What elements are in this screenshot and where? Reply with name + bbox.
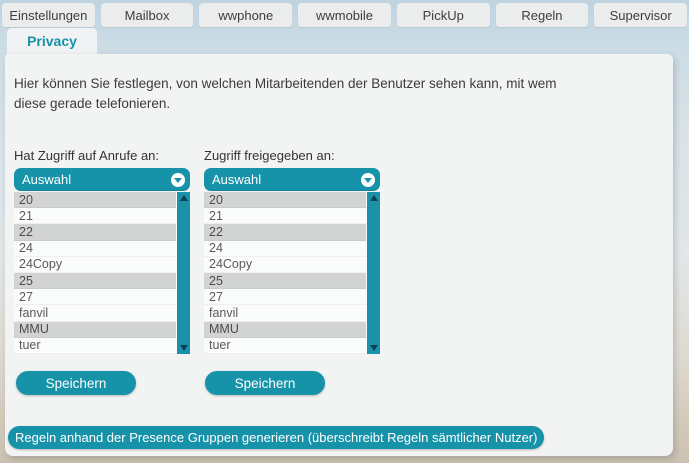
privacy-description: Hier können Sie festlegen, von welchen M… — [14, 76, 557, 111]
tab-regeln[interactable]: Regeln — [495, 3, 589, 27]
list-item[interactable]: MMU — [204, 321, 366, 338]
access-granted-dropdown[interactable]: Auswahl — [204, 168, 380, 191]
scroll-down-icon[interactable] — [369, 345, 378, 351]
access-granted-column: Zugriff freigegeben an: Auswahl 20 21 22… — [204, 148, 380, 355]
dropdown-value: Auswahl — [212, 172, 262, 187]
list-item[interactable]: MMU — [14, 321, 176, 338]
privacy-panel: Hier können Sie festlegen, von welchen M… — [5, 54, 673, 456]
dropdown-value: Auswahl — [22, 172, 72, 187]
scroll-up-icon[interactable] — [179, 195, 188, 201]
tab-supervisor[interactable]: Supervisor — [594, 3, 688, 27]
chevron-down-icon[interactable] — [171, 172, 185, 187]
access-to-calls-dropdown[interactable]: Auswahl — [14, 168, 190, 191]
main-tab-bar: Einstellungen Mailbox wwphone wwmobile P… — [2, 3, 688, 27]
scrollbar[interactable] — [177, 192, 190, 354]
list-item[interactable]: 25 — [204, 273, 366, 290]
list-item[interactable]: 27 — [14, 289, 176, 306]
tab-einstellungen[interactable]: Einstellungen — [2, 3, 95, 27]
list-item[interactable]: 24 — [204, 240, 366, 257]
tab-mailbox[interactable]: Mailbox — [100, 3, 194, 27]
access-granted-label: Zugriff freigegeben an: — [204, 148, 335, 163]
list-item[interactable]: tuer — [14, 337, 176, 355]
list-item[interactable]: fanvil — [204, 305, 366, 322]
save-button-access-granted[interactable]: Speichern — [205, 371, 325, 395]
tab-privacy-active[interactable]: Privacy — [7, 28, 97, 54]
chevron-down-icon[interactable] — [361, 172, 375, 187]
scroll-up-icon[interactable] — [369, 195, 378, 201]
generate-rules-button[interactable]: Regeln anhand der Presence Gruppen gener… — [8, 426, 545, 449]
list-item[interactable]: 24Copy — [204, 256, 366, 274]
list-item[interactable]: 24Copy — [14, 256, 176, 274]
scroll-down-icon[interactable] — [179, 345, 188, 351]
list-item[interactable]: 24 — [14, 240, 176, 257]
scrollbar[interactable] — [367, 192, 380, 354]
access-to-calls-listbox: 20 21 22 24 24Copy 25 27 fanvil MMU tuer — [14, 192, 190, 355]
tab-wwmobile[interactable]: wwmobile — [298, 3, 391, 27]
access-to-calls-label: Hat Zugriff auf Anrufe an: — [14, 148, 160, 163]
list-item[interactable]: 22 — [14, 224, 176, 241]
save-button-access-to[interactable]: Speichern — [16, 371, 136, 395]
tab-pickup[interactable]: PickUp — [396, 3, 490, 27]
list-item[interactable]: 21 — [14, 208, 176, 225]
tab-wwphone[interactable]: wwphone — [199, 3, 293, 27]
access-to-calls-column: Hat Zugriff auf Anrufe an: Auswahl 20 21… — [14, 148, 190, 355]
list-item[interactable]: 27 — [204, 289, 366, 306]
list-item[interactable]: 20 — [14, 192, 176, 209]
list-item[interactable]: tuer — [204, 337, 366, 355]
list-item[interactable]: 25 — [14, 273, 176, 290]
list-item[interactable]: 21 — [204, 208, 366, 225]
list-item[interactable]: 22 — [204, 224, 366, 241]
list-item[interactable]: fanvil — [14, 305, 176, 322]
list-item[interactable]: 20 — [204, 192, 366, 209]
access-granted-listbox: 20 21 22 24 24Copy 25 27 fanvil MMU tuer — [204, 192, 380, 355]
